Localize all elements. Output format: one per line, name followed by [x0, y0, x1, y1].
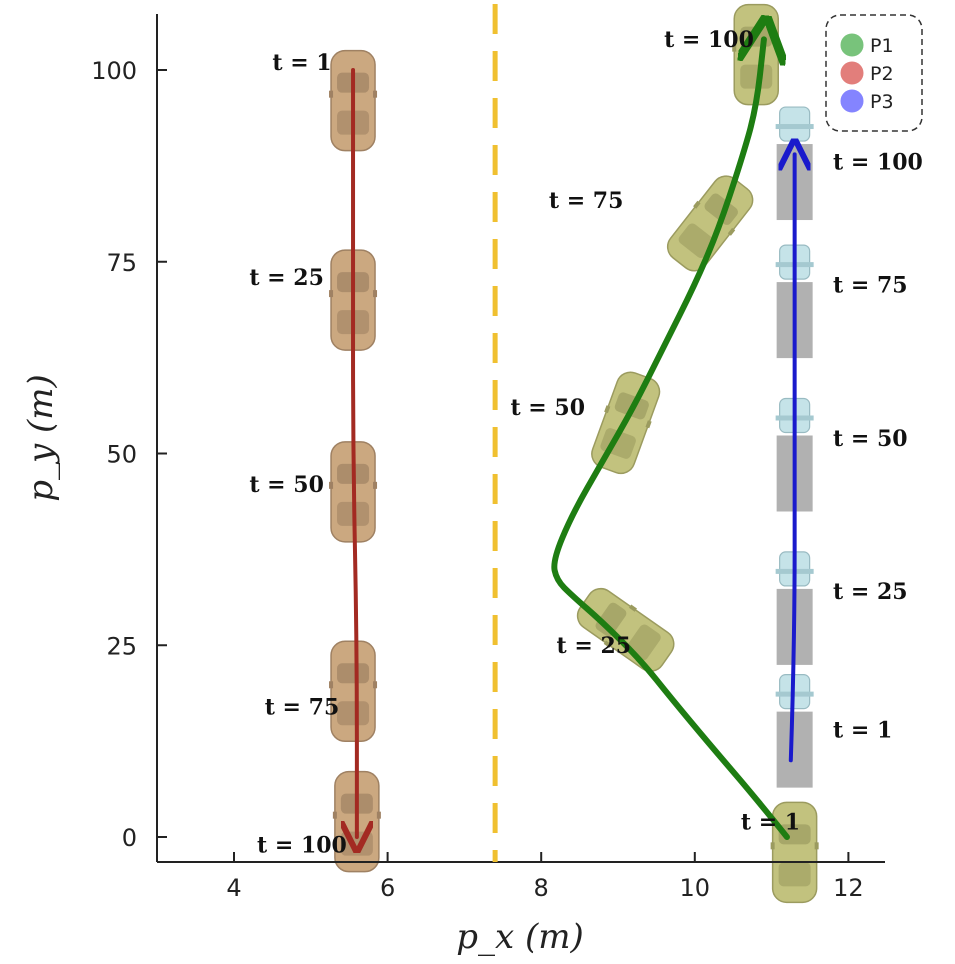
car-mirror-right	[776, 44, 781, 52]
p1-time-label-2: t = 50	[510, 395, 585, 421]
car-mirror-right	[727, 227, 736, 236]
x-tick-label: 6	[380, 874, 395, 902]
x-tick-label: 8	[534, 874, 549, 902]
p1-car-t25	[576, 587, 675, 672]
p1-time-label-3: t = 75	[549, 188, 624, 214]
p2-time-label-3: t = 75	[265, 694, 340, 720]
p3-time-label-4: t = 100	[833, 150, 923, 176]
legend-marker-p1	[840, 33, 864, 57]
legend-label-p2: P2	[870, 63, 894, 85]
car-mirror-left	[732, 44, 737, 52]
p3-time-label-2: t = 50	[833, 426, 908, 452]
p3-trajectory-line	[791, 154, 795, 763]
y-tick-label: 75	[106, 249, 137, 277]
p1-trajectory-line	[551, 39, 790, 840]
car-body	[576, 587, 675, 672]
car-mirror-right	[645, 420, 652, 429]
x-axis-title: p_x (m)	[456, 917, 584, 957]
legend-label-p1: P1	[870, 35, 894, 57]
legend-marker-p3	[840, 89, 864, 113]
p2-time-label-2: t = 50	[249, 472, 324, 498]
p2-trajectory-line	[353, 68, 357, 837]
y-tick-label: 100	[91, 57, 137, 85]
car-mirror-right	[373, 681, 378, 689]
x-tick-label: 10	[680, 874, 711, 902]
car-mirror-left	[604, 405, 611, 414]
legend: P1 P2 P3	[825, 14, 923, 132]
car-rear-window	[740, 64, 773, 89]
p2-time-label-1: t = 25	[249, 265, 324, 291]
x-tick-label: 12	[833, 874, 864, 902]
x-tick-label: 4	[226, 874, 241, 902]
car-mirror-right	[373, 290, 378, 298]
car-rear-window	[678, 223, 715, 259]
car-mirror-right	[373, 481, 378, 489]
car-mirror-right	[376, 811, 381, 819]
p1-car-t1	[770, 801, 819, 904]
y-tick-label: 50	[106, 441, 137, 469]
p1-time-label-4: t = 100	[664, 27, 754, 53]
time-labels-layer: t = 1 t = 25 t = 50 t = 75 t = 100 t = 1 t = 2…	[249, 27, 923, 858]
car-mirror-left	[329, 290, 334, 298]
y-tick-label: 25	[106, 632, 137, 660]
legend-marker-p2	[840, 61, 864, 85]
truck-cab-mirrors	[775, 124, 814, 130]
car-mirror-right	[814, 842, 819, 850]
truck-trailer	[776, 711, 813, 788]
p1-car-t75	[666, 175, 754, 272]
p2-time-label-0: t = 1	[272, 50, 331, 76]
p2-car-t25	[329, 249, 378, 351]
car-mirror-right	[373, 90, 378, 98]
car-mirror-right	[628, 604, 637, 612]
p3-time-label-3: t = 75	[833, 272, 908, 298]
car-mirror-left	[693, 200, 701, 209]
car-windshield	[704, 193, 738, 225]
car-body	[666, 175, 754, 272]
p3-time-label-1: t = 25	[833, 579, 908, 605]
p2-time-label-4: t = 100	[257, 832, 347, 858]
car-rear-window	[778, 862, 811, 887]
car-body	[330, 640, 376, 743]
p2-car-t75	[329, 640, 378, 743]
p1-time-label-0: t = 1	[741, 809, 800, 835]
car-windshield	[337, 663, 370, 684]
trajectories-layer	[353, 39, 795, 837]
y-axis-title: p_y (m)	[21, 374, 61, 502]
car-windshield	[595, 602, 627, 637]
axes-layer: 4 6 8 10 12 0 25 50 75 100 p_x (m) p_y (m)	[21, 4, 885, 957]
car-mirror-left	[329, 481, 334, 489]
p3-time-label-0: t = 1	[833, 717, 892, 743]
p1-time-label-1: t = 25	[557, 633, 632, 659]
car-mirror-left	[329, 90, 334, 98]
car-mirror-left	[332, 811, 337, 819]
y-tick-label: 0	[122, 824, 137, 852]
car-mirror-left	[603, 640, 612, 648]
car-mirror-left	[329, 681, 334, 689]
car-mirror-left	[770, 842, 775, 850]
car-rear-window	[337, 701, 370, 726]
legend-label-p3: P3	[870, 91, 894, 113]
